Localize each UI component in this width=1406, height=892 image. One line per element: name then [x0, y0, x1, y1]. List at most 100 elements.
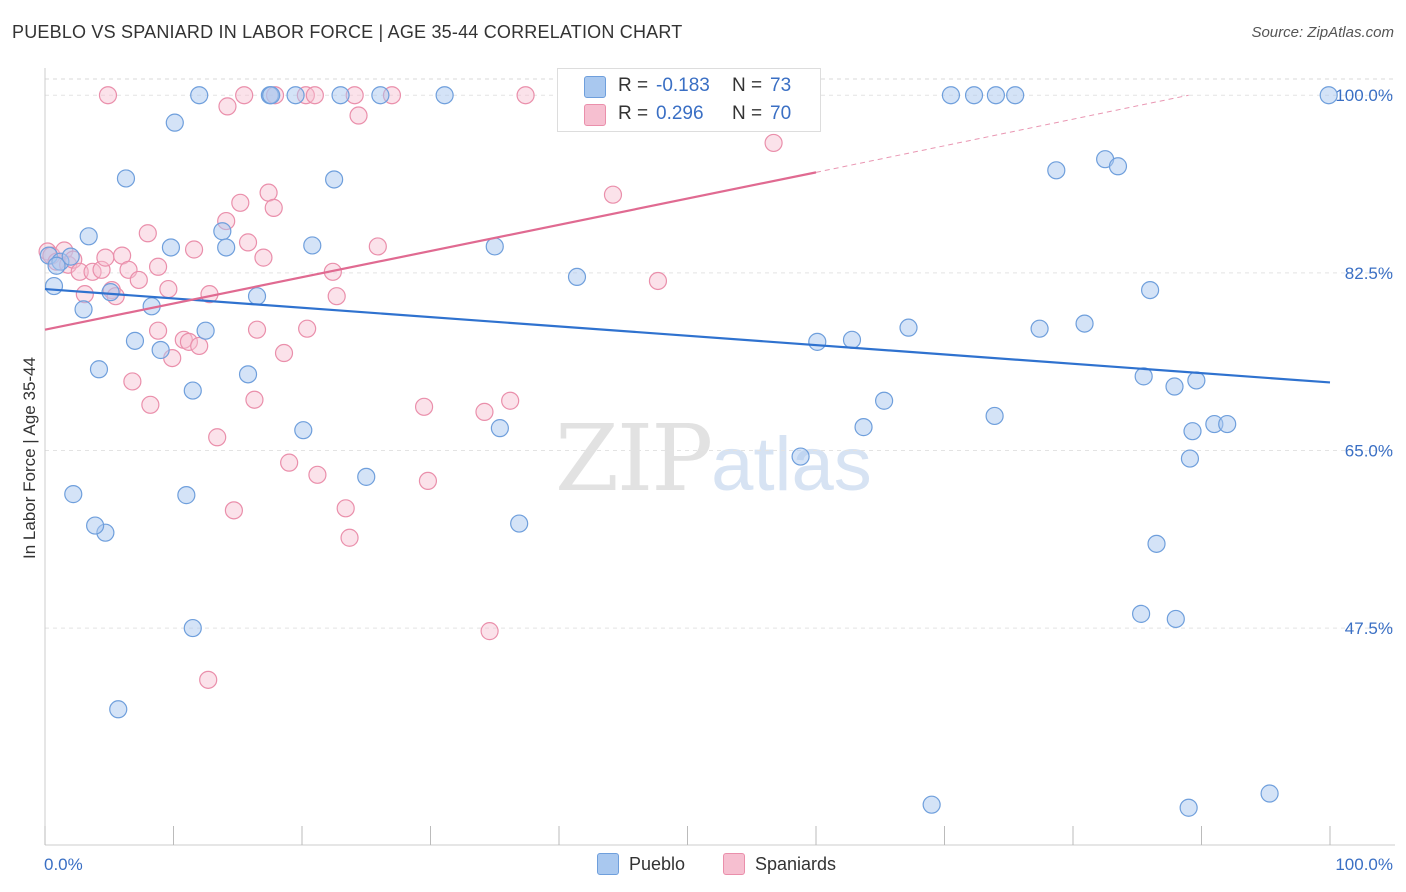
spaniards-point	[208, 428, 227, 447]
spaniards-point	[305, 86, 324, 105]
bottom-legend-spaniards[interactable]: Spaniards	[723, 852, 836, 876]
stats-legend: R = -0.183 N = 73 R = 0.296 N = 70	[557, 68, 821, 132]
spaniards-point	[83, 262, 102, 281]
pueblo-point	[485, 237, 504, 256]
spaniards-point	[336, 499, 355, 518]
spaniards-point	[148, 321, 168, 340]
pueblo-point	[842, 330, 862, 349]
legend-spaniards-n-label: N =	[732, 103, 763, 124]
bottom-legend-label-pueblo: Pueblo	[629, 853, 686, 874]
spaniards-point	[231, 193, 250, 212]
spaniards-point	[764, 133, 783, 153]
pueblo-point	[1147, 534, 1166, 553]
spaniards-point	[259, 183, 278, 202]
pueblo-point	[371, 86, 390, 105]
x-tick-label-max: 100.0%	[1335, 855, 1393, 874]
pueblo-point	[1132, 604, 1151, 623]
spaniards-point	[254, 248, 273, 267]
spaniards-point	[274, 343, 294, 363]
pueblo-point	[89, 360, 109, 379]
spaniards-point	[501, 391, 520, 410]
spaniards-point	[603, 185, 623, 204]
pueblo-point	[1260, 784, 1279, 803]
pueblo-point	[238, 365, 258, 384]
spaniards-point	[516, 86, 535, 105]
spaniards-point	[238, 233, 258, 252]
pueblo-point	[808, 332, 827, 351]
pueblo-point	[854, 418, 873, 437]
spaniards-point	[368, 237, 387, 256]
pueblo-point	[125, 331, 145, 350]
pueblo-point	[294, 421, 313, 440]
pueblo-point	[985, 406, 1004, 426]
pueblo-point	[74, 300, 93, 319]
spaniards-trend-extension	[815, 94, 1189, 173]
bottom-legend-swatch-pueblo	[597, 853, 619, 875]
pueblo-point	[1165, 377, 1184, 396]
spaniards-point	[70, 262, 89, 281]
spaniards-point	[349, 106, 368, 125]
spaniards-point	[648, 271, 668, 291]
pueblo-point	[183, 618, 202, 638]
pueblo-point	[262, 86, 281, 105]
spaniards-point	[129, 270, 148, 290]
legend-swatch-pueblo	[584, 76, 606, 98]
pueblo-point	[964, 86, 984, 105]
spaniards-point	[475, 402, 494, 421]
pueblo-point	[161, 238, 181, 257]
spaniards-point	[340, 528, 359, 547]
pueblo-point	[1319, 86, 1338, 105]
spaniards-point	[141, 395, 160, 414]
pueblo-point	[177, 486, 196, 505]
pueblo-point	[101, 283, 120, 302]
spaniards-point	[264, 198, 283, 217]
pueblo-point	[47, 256, 66, 275]
spaniards-point	[414, 397, 434, 416]
pueblo-point	[1075, 314, 1094, 333]
spaniards-point	[199, 670, 218, 689]
pueblo-point	[1180, 449, 1200, 468]
legend-spaniards-r-value: 0.296	[656, 103, 704, 124]
legend-pueblo-n-label: N =	[732, 75, 763, 96]
pueblo-point	[165, 113, 184, 132]
legend-pueblo-r-label: R =	[618, 75, 649, 96]
pueblo-point	[109, 700, 128, 719]
pueblo-point	[190, 86, 209, 105]
y-tick-label: 82.5%	[1345, 264, 1393, 283]
pueblo-point	[899, 318, 918, 337]
watermark-atlas: atlas	[711, 422, 872, 507]
pueblo-point	[86, 516, 105, 535]
pueblo-point	[286, 86, 305, 105]
bottom-legend-pueblo[interactable]: Pueblo	[597, 852, 685, 876]
spaniards-point	[480, 622, 499, 641]
pueblo-point	[44, 276, 64, 296]
pueblo-point	[213, 222, 232, 241]
watermark-zip: ZIP	[555, 405, 713, 512]
spaniards-point	[224, 501, 243, 520]
spaniards-trend-line	[44, 171, 817, 331]
y-tick-label: 100.0%	[1335, 86, 1393, 105]
bottom-legend-label-spaniards: Spaniards	[755, 853, 837, 874]
pueblo-point	[303, 236, 322, 255]
legend-swatch-spaniards	[584, 104, 606, 126]
pueblo-point	[1166, 609, 1185, 629]
pueblo-point	[986, 86, 1006, 105]
spaniards-point	[245, 390, 264, 409]
watermark: ZIPatlas	[555, 405, 872, 512]
pueblo-point	[1218, 414, 1237, 434]
spaniards-point	[218, 97, 237, 116]
pueblo-point	[922, 795, 941, 814]
pueblo-point	[183, 381, 202, 400]
pueblo-point	[79, 227, 98, 246]
chart-source: Source: ZipAtlas.com	[1251, 24, 1394, 41]
pueblo-trend-line	[44, 287, 1331, 384]
spaniards-point	[138, 224, 157, 243]
spaniards-point	[247, 320, 267, 339]
pueblo-point	[1179, 798, 1198, 817]
pueblo-point	[510, 514, 529, 533]
spaniards-point	[75, 285, 94, 304]
spaniards-point	[123, 372, 142, 391]
spaniards-point	[308, 465, 327, 484]
spaniards-point	[280, 453, 299, 472]
